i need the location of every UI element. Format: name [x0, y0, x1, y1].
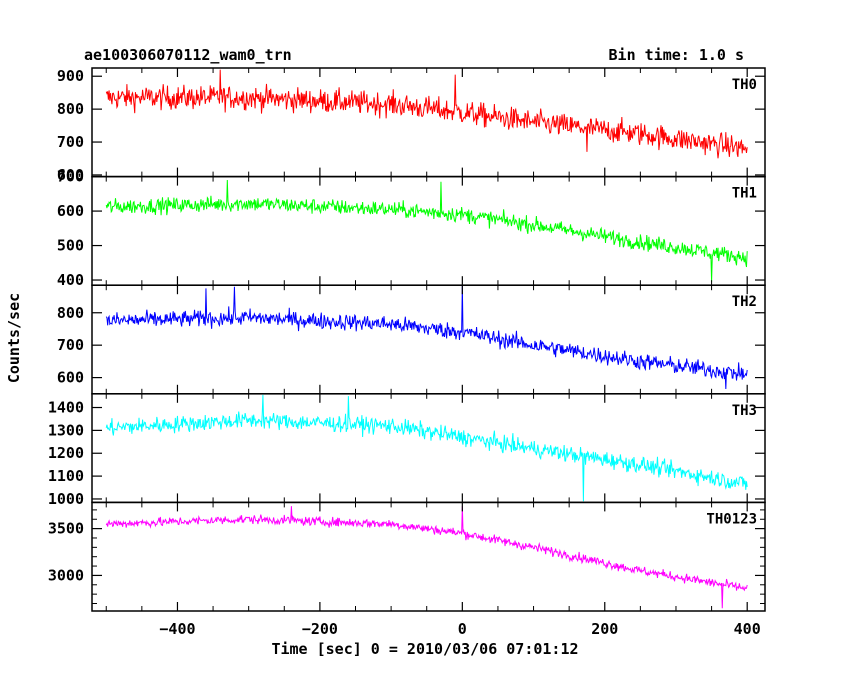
x-tick-label: 400 — [734, 620, 761, 638]
y-tick-label: 700 — [57, 133, 84, 151]
x-axis-label: Time [sec] 0 = 2010/03/06 07:01:12 — [271, 640, 578, 658]
x-tick-label: 200 — [591, 620, 618, 638]
series-line-th0 — [105, 69, 748, 159]
panel-label-th0123: TH0123 — [706, 511, 757, 527]
panel-frame — [91, 393, 766, 504]
x-tick-label: 0 — [458, 620, 467, 638]
y-tick-label: 1400 — [48, 399, 84, 417]
bin-time-label: Bin time: 1.0 s — [609, 46, 744, 64]
panel-label-th0: TH0 — [732, 77, 757, 93]
y-tick-label: 3500 — [48, 520, 84, 538]
y-tick-label: 1300 — [48, 421, 84, 439]
series-line-th3 — [105, 394, 748, 502]
y-tick-label: 1200 — [48, 444, 84, 462]
x-tick-label: −400 — [159, 620, 195, 638]
y-tick-label: 800 — [57, 304, 84, 322]
panel-th0123: 3000 3500 TH0123 — [48, 501, 766, 612]
panel-label-th3: TH3 — [732, 403, 757, 419]
panel-frame — [91, 175, 766, 286]
y-tick-label: 1100 — [48, 467, 84, 485]
y-tick-label: 600 — [57, 166, 84, 184]
x-axis: −400 −200 0 200 400 — [159, 620, 760, 638]
panel-th2: 600 700 800 TH2 — [57, 284, 766, 395]
panel-label-th2: TH2 — [732, 294, 757, 310]
y-tick-label: 500 — [57, 237, 84, 255]
y-tick-label: 3000 — [48, 566, 84, 584]
y-tick-label: 600 — [57, 369, 84, 387]
y-tick-label: 800 — [57, 100, 84, 118]
y-tick-label: 1000 — [48, 490, 84, 508]
y-tick-label: 600 — [57, 202, 84, 220]
panel-frame — [91, 284, 766, 395]
y-tick-label: 400 — [57, 271, 84, 289]
series-line-th2 — [105, 285, 748, 389]
series-line-th1 — [105, 180, 748, 282]
panel-frame — [91, 67, 766, 178]
panel-th3: 1000 1100 1200 1300 1400 TH3 — [48, 393, 766, 508]
y-tick-label: 700 — [57, 336, 84, 354]
series-line-th0123 — [105, 506, 748, 609]
chart-title: ae100306070112_wam0_trn — [84, 46, 292, 64]
x-tick-label: −200 — [302, 620, 338, 638]
y-axis-label: Counts/sec — [5, 293, 23, 383]
panel-label-th1: TH1 — [732, 186, 757, 202]
y-tick-label: 700 — [57, 168, 84, 186]
y-tick-label: 900 — [57, 67, 84, 85]
